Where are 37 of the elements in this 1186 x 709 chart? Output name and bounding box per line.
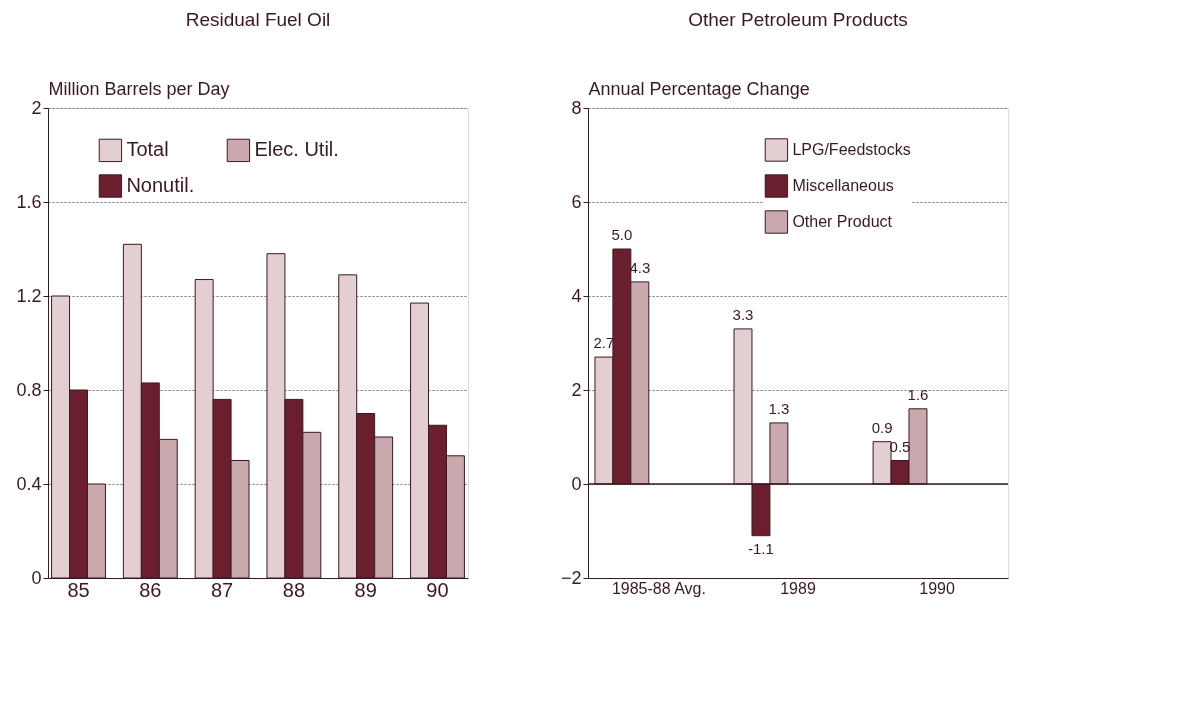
- legend-label: Nonutil.: [126, 174, 195, 196]
- y-axis-title: Annual Percentage Change: [588, 78, 810, 99]
- data-label: 1.6: [907, 385, 929, 403]
- x-tick-label: 88: [282, 578, 306, 601]
- y-tick-label: 2: [571, 379, 582, 400]
- x-tick-label: 1989: [780, 579, 816, 597]
- x-tick-label: 85: [67, 578, 90, 601]
- chart-title: Residual Fuel Oil: [185, 9, 331, 30]
- y-tick-label: 2: [31, 97, 42, 118]
- x-tick-label: 86: [139, 578, 162, 601]
- x-tick-label: 89: [354, 578, 377, 601]
- data-label: 5.0: [611, 226, 633, 243]
- data-label: -1.1: [748, 539, 774, 557]
- legend-label: Total: [126, 138, 169, 161]
- y-tick-label: 6: [571, 191, 582, 212]
- data-label: 1.3: [768, 399, 790, 417]
- y-tick-label: 8: [571, 97, 582, 118]
- x-tick-label: 1990: [919, 579, 955, 597]
- legend-label: Other Product: [792, 213, 893, 230]
- data-label: 0.9: [871, 418, 893, 436]
- data-label: 3.3: [732, 305, 754, 323]
- legend-label: Miscellaneous: [792, 177, 894, 194]
- y-tick-label: −2: [560, 567, 582, 588]
- legend-label: LPG/Feedstocks: [792, 141, 911, 158]
- y-tick-label: 0: [571, 473, 582, 494]
- y-tick-label: 0.4: [16, 473, 42, 494]
- y-tick-label: 1.2: [16, 285, 42, 306]
- y-axis-title: Million Barrels per Day: [48, 78, 230, 99]
- y-tick-label: 0.8: [16, 379, 42, 400]
- x-tick-label: 90: [426, 578, 449, 601]
- x-tick-label: 1985-88 Avg.: [611, 579, 706, 597]
- y-tick-label: 0: [31, 567, 42, 588]
- x-tick-label: 87: [210, 578, 234, 601]
- chart-title: Other Petroleum Products: [688, 9, 908, 30]
- y-tick-label: 1.6: [16, 191, 42, 212]
- legend-label: Elec. Util.: [254, 138, 339, 161]
- y-tick-label: 4: [571, 285, 582, 306]
